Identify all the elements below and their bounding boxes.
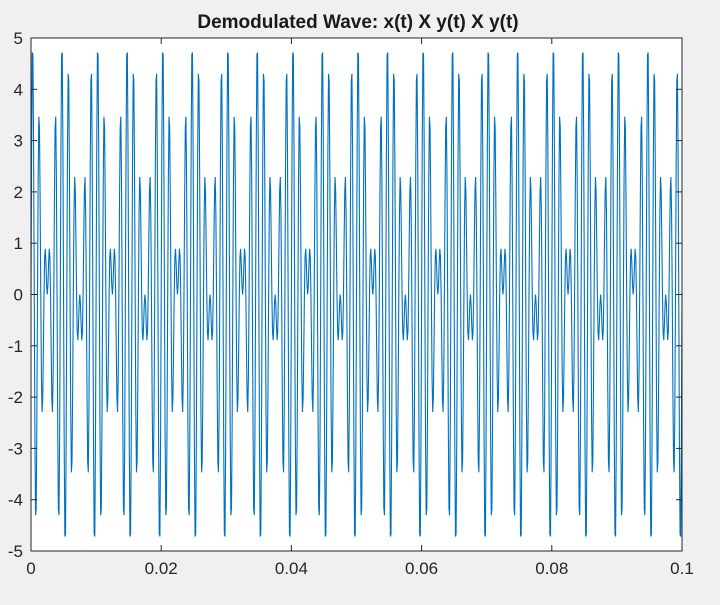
y-tick-label: 1 [14,234,23,253]
y-tick-label: 3 [14,132,23,151]
y-tick-label: 4 [14,80,23,99]
x-tick-label: 0.04 [275,559,308,578]
x-tick-label: 0.08 [535,559,568,578]
x-tick-label: 0.1 [670,559,694,578]
y-tick-label: -5 [8,542,23,561]
y-tick-label: 2 [14,183,23,202]
y-tick-label: -2 [8,388,23,407]
y-axis: 5 4 3 2 1 0 -1 -2 -3 -4 -5 [8,29,682,561]
series-line-0 [30,52,683,537]
y-tick-label: 0 [14,286,23,305]
y-tick-label: -1 [8,337,23,356]
chart-title: Demodulated Wave: x(t) X y(t) X y(t) [197,12,518,33]
x-tick-label: 0 [26,559,35,578]
x-tick-label: 0.06 [405,559,438,578]
x-tick-label: 0.02 [145,559,178,578]
y-tick-label: 5 [14,29,23,48]
y-tick-label: -3 [8,439,23,458]
x-axis: 0 0.02 0.04 0.06 0.08 0.1 [26,38,694,578]
y-tick-label: -4 [8,491,23,510]
plot-area [30,52,683,537]
